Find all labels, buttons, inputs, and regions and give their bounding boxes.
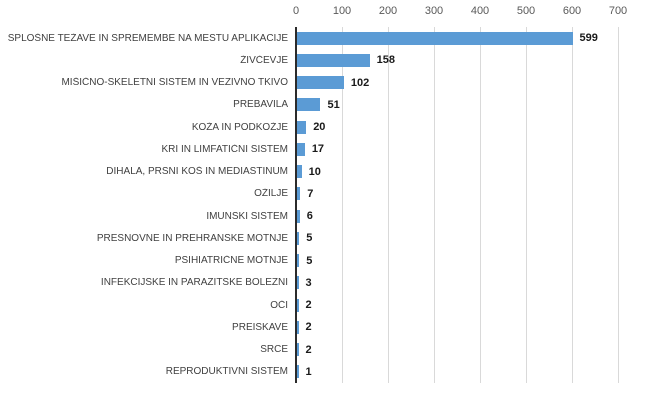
y-axis-line [295, 27, 297, 383]
value-label: 2 [305, 299, 312, 312]
gridline [341, 27, 343, 383]
x-axis-tick-label: 200 [378, 5, 398, 17]
value-label: 51 [327, 98, 340, 111]
value-label: 6 [306, 210, 313, 223]
category-label: PREISKAVE [232, 321, 288, 333]
category-label: SRCE [260, 344, 288, 356]
bar-row: ŽIVČEVJE 158 [0, 49, 661, 71]
bar-row: SRCE 2 [0, 339, 661, 361]
bar-row: REPRODUKTIVNI SISTEM 1 [0, 361, 661, 383]
category-label: SPLOŠNE TEŽAVE IN SPREMEMBE NA MESTU APL… [7, 32, 288, 44]
bar [297, 98, 321, 112]
value-label: 17 [311, 143, 325, 156]
bar [297, 298, 299, 312]
value-label: 1 [305, 365, 312, 378]
value-label: 2 [305, 321, 312, 334]
value-label: 102 [350, 76, 370, 89]
category-label: MIŠIČNO-SKELETNI SISTEM IN VEZIVNO TKIVO [61, 77, 288, 89]
x-axis-tick-label: 100 [332, 5, 352, 17]
category-label: PRESNOVNE IN PREHRANSKE MOTNJE [96, 232, 288, 244]
x-axis-tick-label: 700 [608, 5, 628, 17]
bar-row: IMUNSKI SISTEM 6 [0, 205, 661, 227]
bar-row: SPLOŠNE TEŽAVE IN SPREMEMBE NA MESTU APL… [0, 27, 661, 49]
category-label: DIHALA, PRSNI KOŠ IN MEDIASTINUM [106, 166, 288, 178]
bar-row: MIŠIČNO-SKELETNI SISTEM IN VEZIVNO TKIVO… [0, 72, 661, 94]
bar [297, 343, 299, 357]
value-label: 10 [308, 165, 321, 178]
gridline [571, 27, 573, 383]
gridline [525, 27, 527, 383]
gridline [387, 27, 389, 383]
bar-row: OČI 2 [0, 294, 661, 316]
category-label: IMUNSKI SISTEM [206, 210, 288, 222]
bar [297, 276, 299, 290]
gridline [433, 27, 435, 383]
bar-row: PREBAVILA 51 [0, 94, 661, 116]
category-label: PREBAVILA [233, 99, 288, 111]
bar-row: PREISKAVE 2 [0, 316, 661, 338]
bar [297, 53, 370, 67]
x-axis-tick-label: 500 [516, 5, 536, 17]
category-label: KOŽA IN PODKOŽJE [191, 121, 288, 133]
bar-row: OŽILJE 7 [0, 183, 661, 205]
bar-row: INFEKCIJSKE IN PARAZITSKE BOLEZNI 3 [0, 272, 661, 294]
x-axis-tick-label: 400 [470, 5, 490, 17]
bar-row: PRESNOVNE IN PREHRANSKE MOTNJE 5 [0, 227, 661, 249]
gridline [617, 27, 619, 383]
value-label: 3 [305, 276, 312, 289]
x-axis-tick-label: 0 [292, 5, 300, 17]
bar [297, 254, 300, 268]
category-label: PSIHIATRIČNE MOTNJE [174, 255, 288, 267]
gridline [479, 27, 481, 383]
bar-row: KRI IN LIMFATIČNI SISTEM 17 [0, 138, 661, 160]
value-label: 158 [376, 54, 396, 67]
category-label: REPRODUKTIVNI SISTEM [165, 366, 288, 378]
value-label: 5 [306, 254, 313, 267]
value-label: 599 [579, 32, 598, 45]
category-label: OČI [270, 299, 288, 311]
bar [297, 120, 307, 134]
bar [297, 209, 300, 223]
bar [297, 320, 299, 334]
bar-row: DIHALA, PRSNI KOŠ IN MEDIASTINUM 10 [0, 161, 661, 183]
bar [297, 31, 573, 45]
category-label: ŽIVČEVJE [240, 54, 288, 66]
bar [297, 365, 299, 379]
bar [297, 142, 305, 156]
x-axis-tick-label: 600 [562, 5, 582, 17]
bar [297, 231, 300, 245]
value-label: 7 [307, 187, 314, 200]
bar [297, 76, 344, 90]
value-label: 20 [313, 121, 326, 134]
category-label: KRI IN LIMFATIČNI SISTEM [161, 143, 289, 155]
bar [297, 187, 301, 201]
bar [297, 165, 302, 179]
value-label: 5 [306, 232, 313, 245]
value-label: 2 [305, 343, 312, 356]
x-axis-tick-label: 300 [424, 5, 444, 17]
bar-row: KOŽA IN PODKOŽJE 20 [0, 116, 661, 138]
bar-row: PSIHIATRIČNE MOTNJE 5 [0, 250, 661, 272]
category-label: INFEKCIJSKE IN PARAZITSKE BOLEZNI [100, 277, 288, 289]
category-label: OŽILJE [254, 188, 288, 200]
